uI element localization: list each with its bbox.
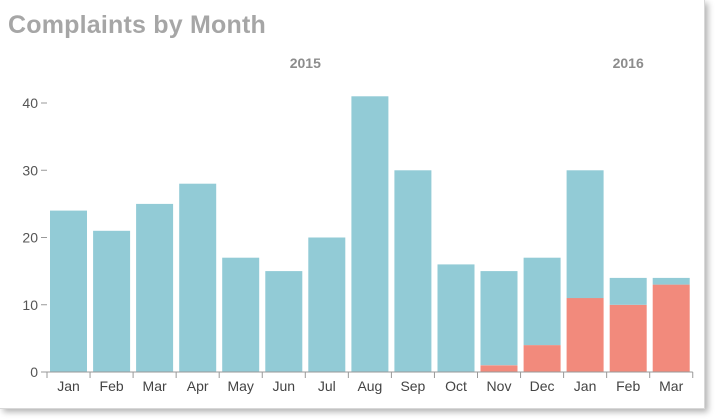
year-label: 2015 bbox=[290, 55, 321, 71]
x-tick-label: May bbox=[227, 378, 253, 394]
x-tick-label: Dec bbox=[530, 378, 555, 394]
bar-chart: 0 10 20 30 40 Jan Feb Mar Apr May Jun Jul Aug Sep Oct N… bbox=[22, 55, 694, 394]
x-tick-label: Jul bbox=[318, 378, 336, 394]
bar-segment-lower-14 bbox=[652, 284, 690, 372]
x-tick-label: Mar bbox=[659, 378, 683, 394]
bar-segment-upper-7 bbox=[351, 96, 389, 373]
bar-segment-upper-5 bbox=[265, 271, 303, 372]
bar-segment-upper-0 bbox=[50, 210, 87, 372]
bar-segment-upper-8 bbox=[394, 170, 432, 373]
x-tick-label: Jan bbox=[574, 378, 597, 394]
bar-segment-upper-11 bbox=[523, 257, 561, 346]
x-tick-label: Nov bbox=[487, 378, 512, 394]
x-tick-label: Mar bbox=[143, 378, 167, 394]
x-tick-label: Feb bbox=[616, 378, 640, 394]
chart-frame: Complaints by Month 0 10 20 30 40 Jan Feb Mar Ap… bbox=[0, 0, 705, 409]
y-tick-label: 30 bbox=[22, 162, 38, 178]
bar-segment-upper-3 bbox=[179, 183, 217, 372]
y-tick-label: 10 bbox=[22, 297, 38, 313]
bar-segment-lower-11 bbox=[523, 345, 561, 372]
x-tick-label: Aug bbox=[357, 378, 382, 394]
bar-segment-upper-12 bbox=[566, 170, 604, 299]
x-tick-label: Oct bbox=[445, 378, 467, 394]
bar-segment-upper-6 bbox=[308, 237, 346, 372]
bar-segment-upper-2 bbox=[136, 203, 174, 372]
bar-segment-lower-12 bbox=[566, 298, 604, 372]
y-tick-label: 0 bbox=[30, 364, 38, 380]
x-tick-label: Apr bbox=[187, 378, 209, 394]
y-tick-label: 40 bbox=[22, 95, 38, 111]
x-tick-label: Sep bbox=[400, 378, 425, 394]
bar-segment-upper-9 bbox=[437, 264, 475, 372]
bar-segment-upper-14 bbox=[652, 277, 690, 285]
bar-segment-upper-4 bbox=[222, 257, 260, 372]
x-tick-label: Feb bbox=[100, 378, 124, 394]
bar-segment-lower-13 bbox=[609, 304, 647, 373]
bar-segment-upper-13 bbox=[609, 277, 647, 305]
bar-segment-upper-10 bbox=[480, 271, 518, 366]
bar-segment-lower-10 bbox=[480, 365, 518, 372]
chart-title: Complaints by Month bbox=[8, 11, 266, 39]
year-label: 2016 bbox=[613, 55, 644, 71]
x-tick-label: Jun bbox=[273, 378, 296, 394]
bar-segment-upper-1 bbox=[93, 230, 131, 372]
x-tick-label: Jan bbox=[57, 378, 80, 394]
y-tick-label: 20 bbox=[22, 230, 38, 246]
